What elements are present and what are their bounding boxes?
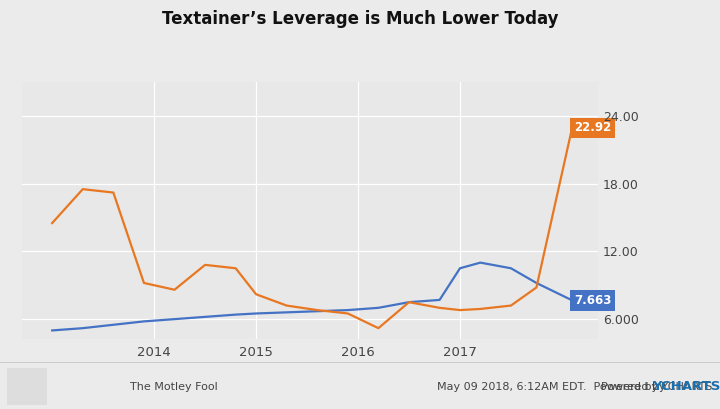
Text: 7.663: 7.663 — [574, 294, 611, 307]
Text: Powered by: Powered by — [601, 382, 670, 391]
Text: YCHARTS: YCHARTS — [652, 380, 720, 393]
Text: May 09 2018, 6:12AM EDT.  Powered by YCHARTS: May 09 2018, 6:12AM EDT. Powered by YCHA… — [438, 382, 713, 391]
Text: The Motley Fool: The Motley Fool — [130, 382, 217, 391]
Text: 22.92: 22.92 — [574, 121, 611, 135]
Text: Textainer’s Leverage is Much Lower Today: Textainer’s Leverage is Much Lower Today — [162, 10, 558, 28]
